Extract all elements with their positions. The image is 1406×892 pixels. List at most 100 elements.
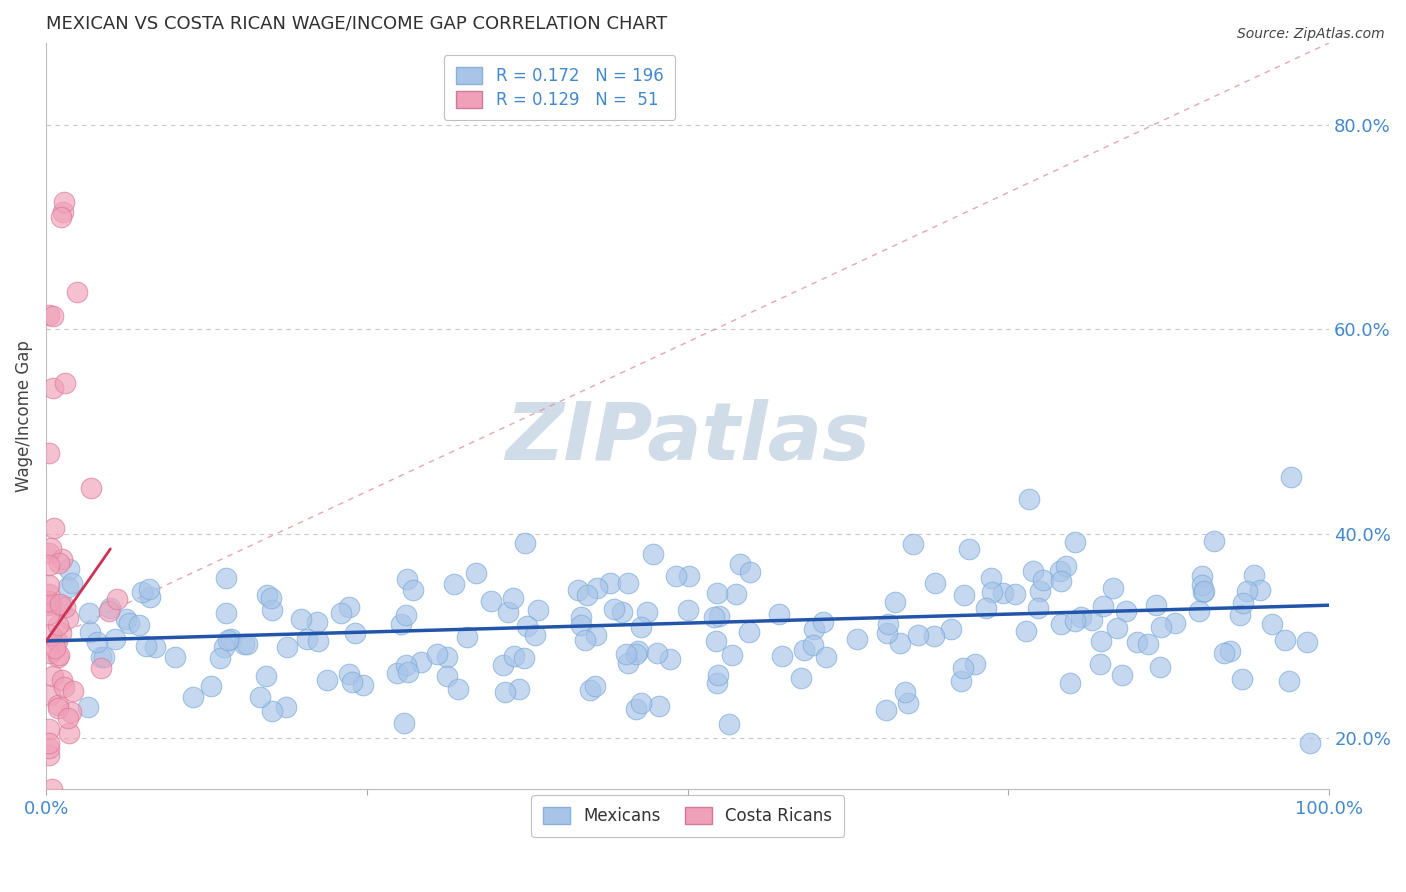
Point: [60, 705, 83, 719]
Point: [803, 622, 825, 636]
Point: [38, 546, 60, 560]
Point: [1050, 617, 1073, 632]
Point: [1163, 615, 1185, 630]
Point: [1014, 624, 1036, 639]
Point: [502, 591, 524, 606]
Point: [1149, 660, 1171, 674]
Point: [814, 649, 837, 664]
Point: [41, 628, 63, 642]
Point: [1219, 643, 1241, 657]
Point: [262, 603, 284, 617]
Point: [1063, 534, 1085, 549]
Point: [614, 647, 637, 661]
Point: [1191, 569, 1213, 583]
Point: [924, 629, 946, 643]
Point: [569, 618, 592, 632]
Point: [53, 376, 76, 391]
Point: [38, 747, 60, 762]
Point: [626, 702, 648, 716]
Point: [38, 736, 60, 750]
Point: [60, 576, 83, 591]
Point: [1213, 646, 1236, 660]
Point: [219, 632, 242, 646]
Point: [49, 211, 72, 225]
Point: [1018, 492, 1040, 507]
Point: [98, 601, 121, 615]
Point: [392, 715, 415, 730]
Point: [143, 640, 166, 654]
Point: [875, 703, 897, 717]
Legend: Mexicans, Costa Ricans: Mexicans, Costa Ricans: [531, 796, 844, 837]
Point: [38, 578, 60, 592]
Point: [704, 634, 727, 648]
Point: [48, 648, 70, 662]
Point: [527, 603, 550, 617]
Point: [256, 588, 278, 602]
Point: [706, 586, 728, 600]
Point: [209, 651, 232, 665]
Point: [658, 652, 681, 666]
Point: [58, 610, 80, 624]
Point: [1022, 564, 1045, 578]
Point: [1296, 635, 1319, 649]
Point: [1274, 632, 1296, 647]
Point: [290, 612, 312, 626]
Point: [456, 630, 478, 644]
Point: [1125, 635, 1147, 649]
Point: [707, 608, 730, 623]
Point: [1004, 587, 1026, 601]
Point: [395, 657, 418, 672]
Point: [567, 582, 589, 597]
Point: [49, 599, 72, 613]
Point: [579, 683, 602, 698]
Point: [703, 610, 725, 624]
Point: [1070, 609, 1092, 624]
Point: [86, 635, 108, 649]
Point: [56, 711, 79, 725]
Point: [952, 661, 974, 675]
Point: [46, 701, 69, 715]
Point: [645, 646, 668, 660]
Point: [443, 577, 465, 591]
Point: [236, 637, 259, 651]
Point: [1049, 564, 1071, 578]
Point: [128, 617, 150, 632]
Point: [901, 537, 924, 551]
Point: [307, 633, 329, 648]
Point: [464, 566, 486, 580]
Point: [56, 581, 79, 595]
Point: [337, 600, 360, 615]
Point: [1230, 672, 1253, 686]
Point: [707, 668, 730, 682]
Point: [630, 696, 652, 710]
Point: [41, 782, 63, 797]
Point: [725, 587, 748, 601]
Point: [569, 610, 592, 624]
Point: [740, 565, 762, 579]
Point: [728, 558, 751, 572]
Point: [42, 669, 65, 683]
Point: [991, 585, 1014, 599]
Point: [939, 622, 962, 636]
Point: [274, 699, 297, 714]
Point: [46, 698, 69, 712]
Point: [93, 650, 115, 665]
Point: [337, 667, 360, 681]
Point: [389, 616, 412, 631]
Point: [58, 725, 80, 739]
Point: [58, 562, 80, 576]
Point: [738, 624, 761, 639]
Point: [1054, 558, 1077, 573]
Point: [77, 699, 100, 714]
Point: [897, 696, 920, 710]
Point: [1278, 673, 1301, 688]
Point: [104, 632, 127, 646]
Point: [138, 582, 160, 596]
Point: [1204, 534, 1226, 549]
Point: [952, 588, 974, 602]
Point: [957, 541, 980, 556]
Point: [183, 690, 205, 705]
Text: Source: ZipAtlas.com: Source: ZipAtlas.com: [1237, 27, 1385, 41]
Point: [447, 682, 470, 697]
Point: [38, 598, 60, 612]
